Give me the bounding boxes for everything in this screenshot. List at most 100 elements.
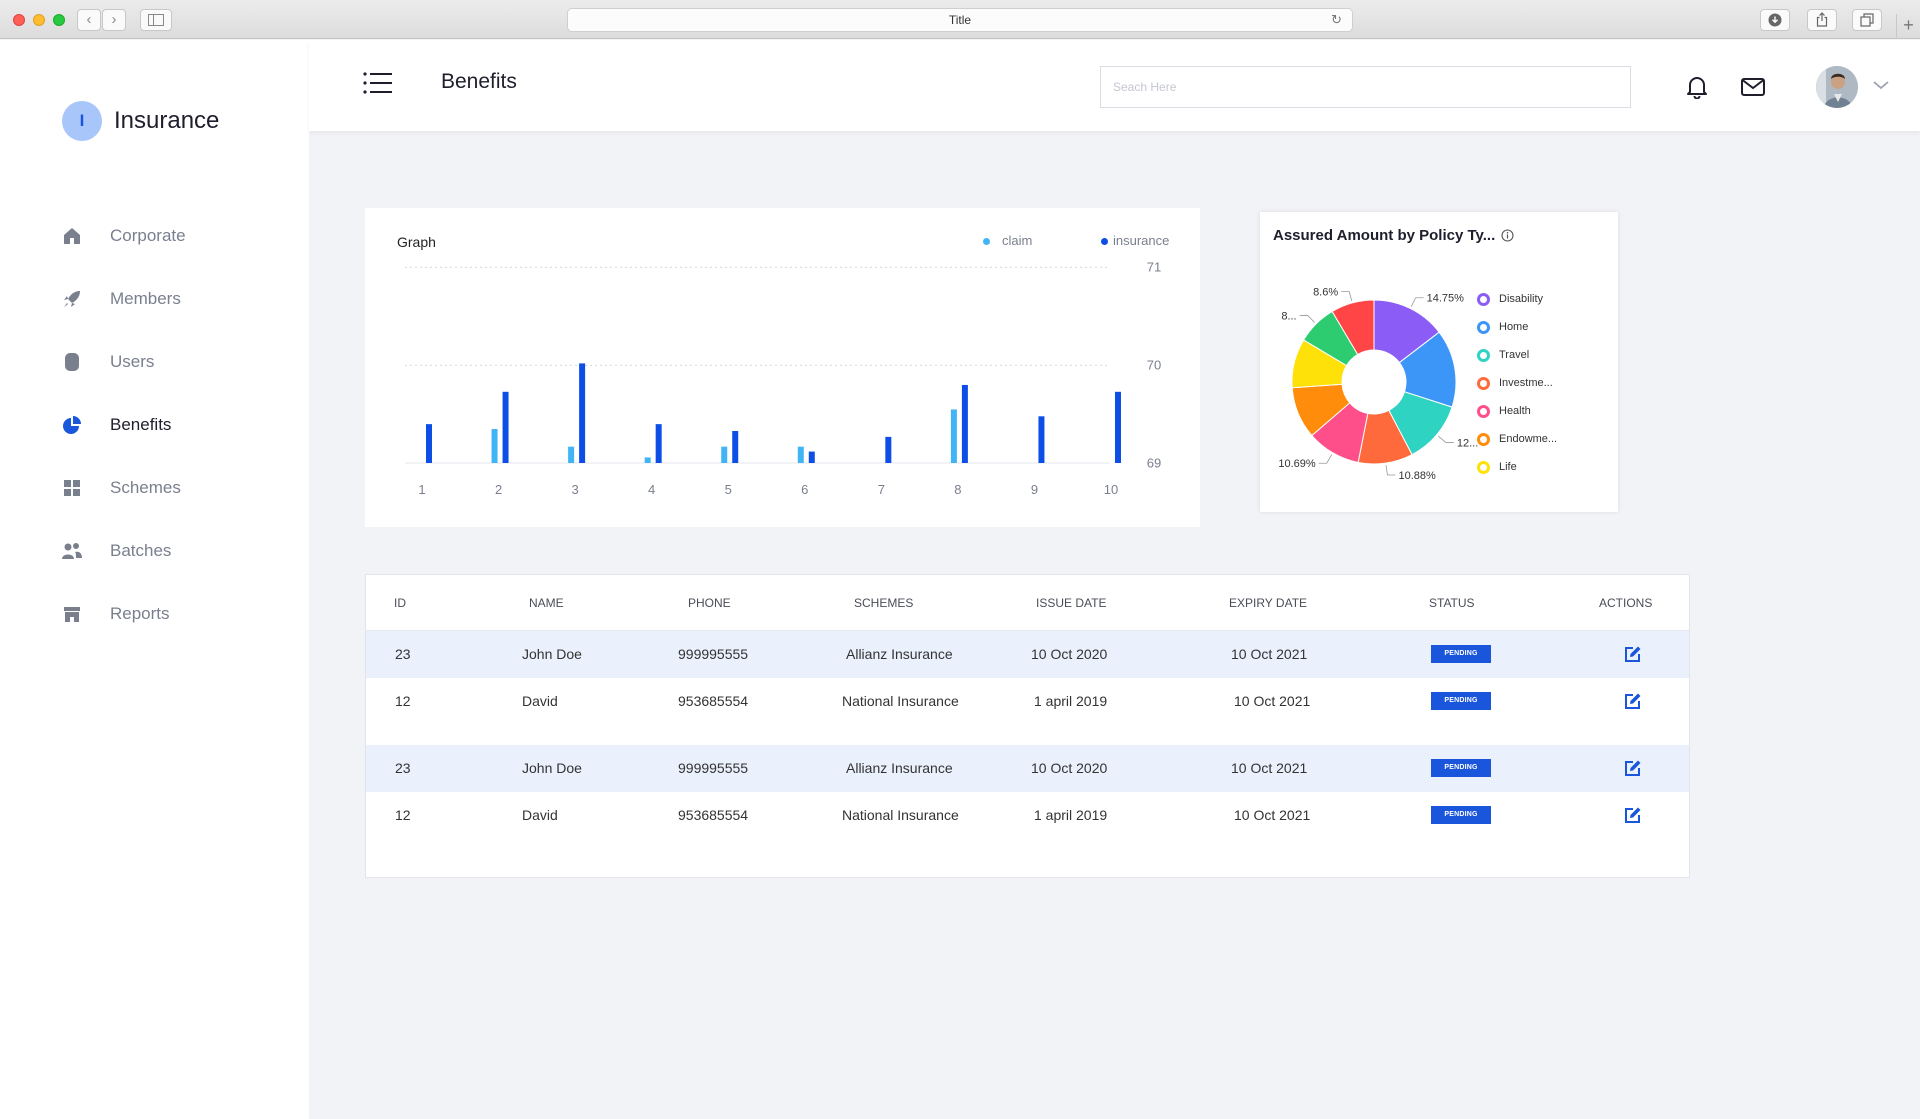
pie-legend: Disability Home Travel Investme... Healt… (1477, 285, 1557, 481)
bar-insurance (502, 391, 509, 463)
info-icon[interactable] (1501, 229, 1514, 242)
x-tick-label: 3 (571, 482, 578, 497)
minimize-window-button[interactable] (33, 14, 45, 26)
legend-swatch (1101, 238, 1108, 245)
table-row[interactable]: 23 John Doe 999995555 Allianz Insurance … (366, 631, 1689, 678)
bar-insurance (579, 363, 586, 463)
legend-insurance[interactable]: insurance (1101, 233, 1169, 248)
user-photo (1816, 66, 1858, 108)
share-button[interactable] (1807, 9, 1837, 31)
column-header-phone: PHONE (688, 596, 731, 610)
legend-label: Disability (1499, 293, 1544, 305)
legend-claim[interactable]: claim (983, 233, 1032, 248)
column-header-id: ID (394, 596, 406, 610)
x-tick-label: 7 (878, 482, 885, 497)
pie-chart-icon (62, 415, 82, 435)
edit-icon[interactable] (1624, 645, 1642, 663)
slice-label-leader (1410, 297, 1424, 307)
edit-icon[interactable] (1624, 692, 1642, 710)
avatar[interactable] (1816, 66, 1858, 108)
close-window-button[interactable] (13, 14, 25, 26)
bar-insurance (961, 384, 968, 463)
notification-button[interactable] (1683, 73, 1711, 101)
legend-ring (1477, 320, 1490, 334)
share-icon (1816, 12, 1828, 27)
chevron-down-icon (1873, 81, 1889, 90)
pie-legend-item[interactable]: Life (1477, 453, 1557, 481)
tabs-icon (1860, 13, 1874, 27)
brand: I Insurance (62, 101, 219, 141)
messages-button[interactable] (1739, 73, 1767, 101)
edit-icon[interactable] (1624, 806, 1642, 824)
pie-legend-item[interactable]: Home (1477, 313, 1557, 341)
profile-dropdown[interactable] (1872, 78, 1890, 92)
table-row[interactable]: 12 David 953685554 National Insurance 1 … (366, 792, 1689, 839)
x-tick-label: 5 (725, 482, 732, 497)
address-bar[interactable]: Title ↻ (567, 8, 1353, 32)
new-tab-button[interactable]: + (1896, 14, 1920, 39)
sidebar-item-label: Users (110, 351, 155, 371)
search-input[interactable] (1100, 66, 1631, 108)
cell-expiry-date: 10 Oct 2021 (1234, 807, 1311, 823)
legend-ring (1477, 432, 1490, 446)
column-header-schemes: SCHEMES (854, 596, 914, 610)
slice-label-leader (1385, 465, 1396, 476)
slice-label-leader (1299, 315, 1315, 323)
home-icon (62, 226, 82, 246)
table-row[interactable]: 23 John Doe 999995555 Allianz Insurance … (366, 745, 1689, 792)
mail-icon (1741, 78, 1765, 96)
forward-button[interactable]: › (102, 9, 126, 31)
user-icon (62, 352, 82, 372)
bar-insurance (1038, 416, 1045, 463)
sidebar-item-users[interactable]: Users (62, 330, 186, 393)
legend-label: Endowme... (1499, 433, 1558, 445)
x-tick-label: 6 (801, 482, 808, 497)
reload-icon[interactable]: ↻ (1331, 12, 1342, 27)
status-badge: PENDING (1431, 806, 1491, 824)
zoom-window-button[interactable] (53, 14, 65, 26)
cell-phone: 953685554 (678, 807, 749, 823)
back-button[interactable]: ‹ (77, 9, 101, 31)
page-title: Benefits (441, 70, 517, 93)
browser-title: Title (948, 13, 972, 27)
column-header-actions: ACTIONS (1599, 596, 1653, 610)
cell-name: John Doe (522, 646, 582, 662)
cell-issue-date: 10 Oct 2020 (1031, 760, 1108, 776)
sidebar-item-batches[interactable]: Batches (62, 519, 186, 582)
sidebar-item-benefits[interactable]: Benefits (62, 393, 186, 456)
download-icon (1768, 13, 1782, 27)
brand-logo: I (62, 101, 102, 141)
edit-icon[interactable] (1624, 759, 1642, 777)
x-tick-label: 4 (648, 482, 655, 497)
pie-legend-item[interactable]: Endowme... (1477, 425, 1557, 453)
cell-name: David (522, 693, 558, 709)
cell-id: 12 (395, 693, 411, 709)
sidebar-item-reports[interactable]: Reports (62, 582, 186, 645)
bar-claim (950, 409, 957, 463)
table-row[interactable]: 12 David 953685554 National Insurance 1 … (366, 678, 1689, 725)
status-badge: PENDING (1431, 692, 1491, 710)
cell-scheme: National Insurance (842, 807, 959, 823)
legend-label: claim (1002, 233, 1033, 248)
cell-issue-date: 1 april 2019 (1034, 807, 1108, 823)
sidebar-item-label: Members (110, 288, 181, 308)
pie-legend-item[interactable]: Travel (1477, 341, 1557, 369)
y-tick-label: 70 (1147, 357, 1161, 372)
sidebar-toggle-button[interactable] (140, 9, 172, 31)
pie-legend-item[interactable]: Investme... (1477, 369, 1557, 397)
cell-phone: 999995555 (678, 760, 749, 776)
sidebar-item-corporate[interactable]: Corporate (62, 204, 186, 267)
menu-button[interactable] (363, 72, 393, 94)
top-header: Benefits (309, 40, 1920, 131)
sidebar-item-schemes[interactable]: Schemes (62, 456, 186, 519)
graph-title: Graph (397, 234, 436, 250)
sidebar-item-members[interactable]: Members (62, 267, 186, 330)
pie-legend-item[interactable]: Health (1477, 397, 1557, 425)
sidebar-nav: Corporate Members Users Benefits Schemes (62, 204, 186, 645)
table-header: ID NAME PHONE SCHEMES ISSUE DATE EXPIRY … (366, 575, 1689, 631)
x-tick-label: 9 (1031, 482, 1038, 497)
pie-legend-item[interactable]: Disability (1477, 285, 1557, 313)
download-button[interactable] (1760, 9, 1790, 31)
tabs-button[interactable] (1852, 9, 1882, 31)
cell-phone: 953685554 (678, 693, 749, 709)
